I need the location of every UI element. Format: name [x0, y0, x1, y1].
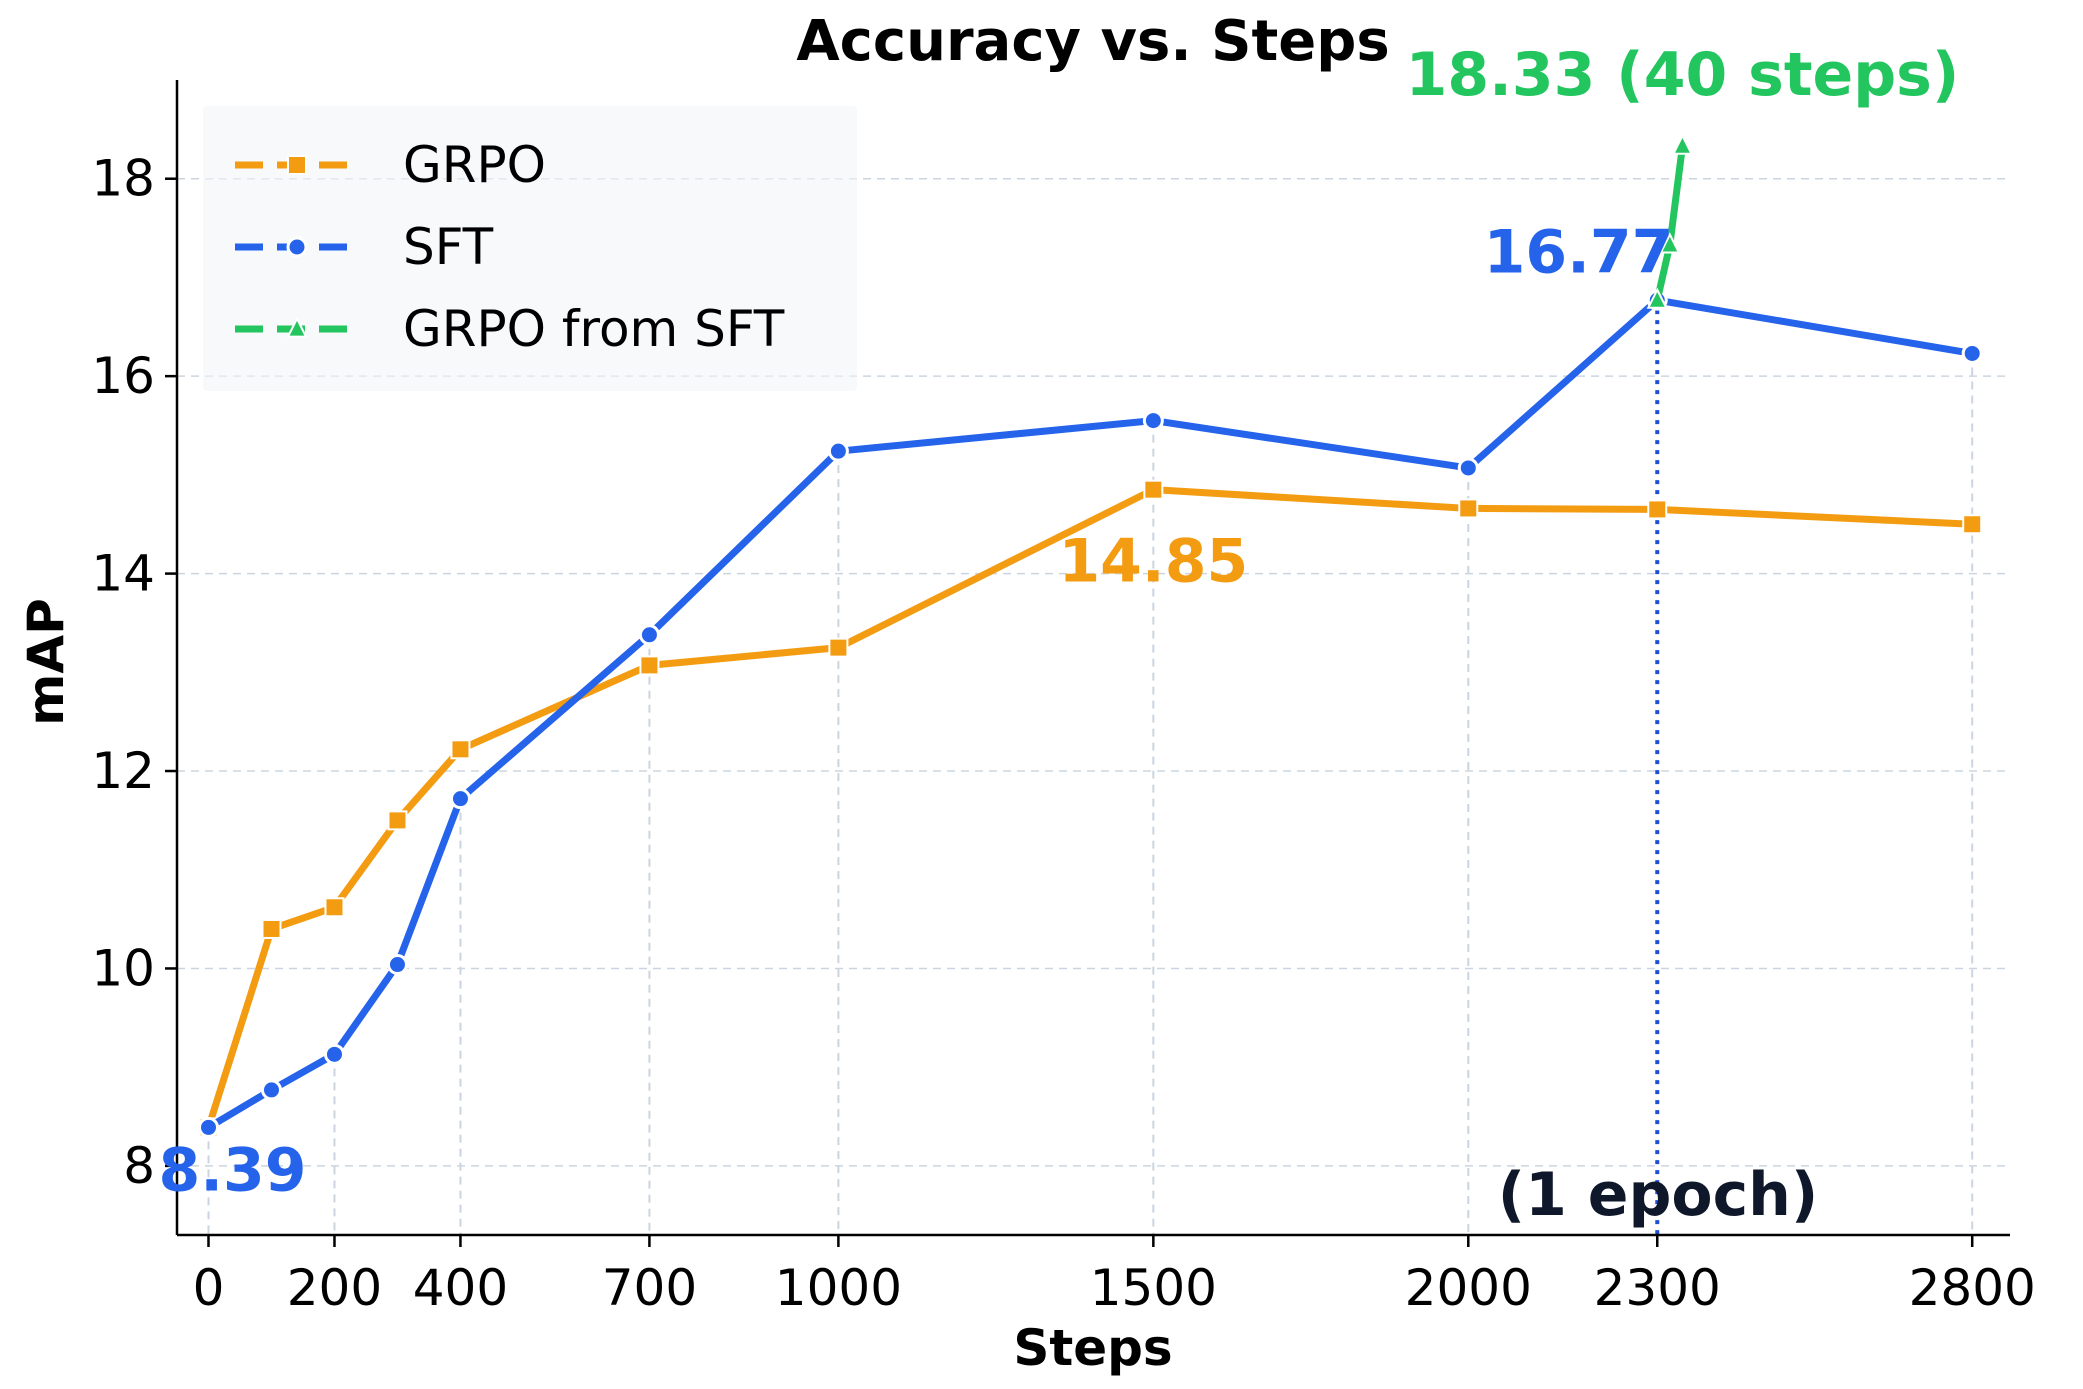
x-tick-label: 0: [193, 1259, 225, 1317]
data-point-square: [450, 739, 471, 760]
data-point-circle: [1457, 457, 1479, 479]
x-axis-title: Steps: [1013, 1319, 1172, 1377]
data-point-triangle: [1646, 287, 1668, 309]
legend-items: GRPO SFT GRPO from SFT: [235, 136, 785, 358]
y-tick-label: 8: [123, 1137, 155, 1195]
value-annotation: 18.33 (40 steps): [1406, 40, 1960, 110]
y-tick-label: 18: [91, 150, 155, 208]
legend-label: GRPO from SFT: [403, 300, 785, 358]
tick-layer: 8 10 12 14 16 18 0 200 400 700 1000 1500 2000 2300 280…: [91, 150, 2035, 1317]
data-point-circle: [260, 1079, 282, 1101]
grid-layer: [177, 177, 2010, 1167]
legend-label: GRPO: [403, 136, 546, 194]
data-point-square: [287, 155, 307, 175]
y-tick-label: 16: [91, 347, 155, 405]
vertical-guide-layer: [207, 300, 1974, 1235]
data-point-circle: [638, 624, 660, 646]
data-point-circle: [1142, 410, 1164, 432]
x-tick-label: 2300: [1594, 1259, 1721, 1317]
data-point-square: [387, 810, 408, 831]
data-point-circle: [323, 1043, 345, 1065]
data-point-square: [828, 637, 849, 658]
y-tick-label: 12: [91, 742, 155, 800]
x-tick-label: 1000: [775, 1259, 902, 1317]
data-point-circle: [827, 440, 849, 462]
series-line: [204, 296, 1976, 1131]
y-tick-label: 10: [91, 939, 155, 997]
x-tick-label: 700: [602, 1259, 697, 1317]
data-point-circle: [1961, 342, 1983, 364]
series-layer: [197, 133, 1983, 1138]
data-point-circle: [386, 954, 408, 976]
data-point-square: [261, 918, 282, 939]
y-tick-label: 14: [91, 545, 155, 603]
x-tick-label: 1500: [1090, 1259, 1217, 1317]
data-point-square: [1647, 499, 1668, 520]
data-point-circle: [197, 1116, 219, 1138]
value-annotation: 16.77: [1484, 218, 1674, 288]
data-point-triangle: [1659, 232, 1681, 254]
x-tick-label: 400: [413, 1259, 508, 1317]
legend: GRPO SFT GRPO from SFT: [203, 106, 857, 391]
legend-box: [203, 106, 857, 391]
y-axis-title: mAP: [17, 598, 75, 725]
chart-title: Accuracy vs. Steps: [796, 9, 1389, 74]
data-point-circle: [449, 788, 471, 810]
value-annotation: 14.85: [1058, 526, 1248, 596]
x-tick-label: 200: [287, 1259, 382, 1317]
data-point-square: [639, 655, 660, 676]
data-point-square: [1143, 479, 1164, 500]
data-point-square: [1962, 514, 1983, 535]
x-tick-label: 2000: [1405, 1259, 1532, 1317]
annotation-layer: 8.39 14.85 16.77 18.33 (40 steps): [158, 40, 1959, 1206]
x-tick-label: 2800: [1909, 1259, 2036, 1317]
data-point-square: [324, 897, 345, 918]
data-point-triangle: [286, 316, 308, 338]
data-point-circle: [286, 236, 308, 258]
axes-layer: [175, 80, 2010, 1237]
data-point-square: [1458, 498, 1479, 519]
value-annotation: 8.39: [158, 1136, 306, 1206]
data-point-triangle: [1671, 133, 1694, 155]
legend-label: SFT: [403, 218, 494, 276]
epoch-label: (1 epoch): [1498, 1160, 1819, 1230]
